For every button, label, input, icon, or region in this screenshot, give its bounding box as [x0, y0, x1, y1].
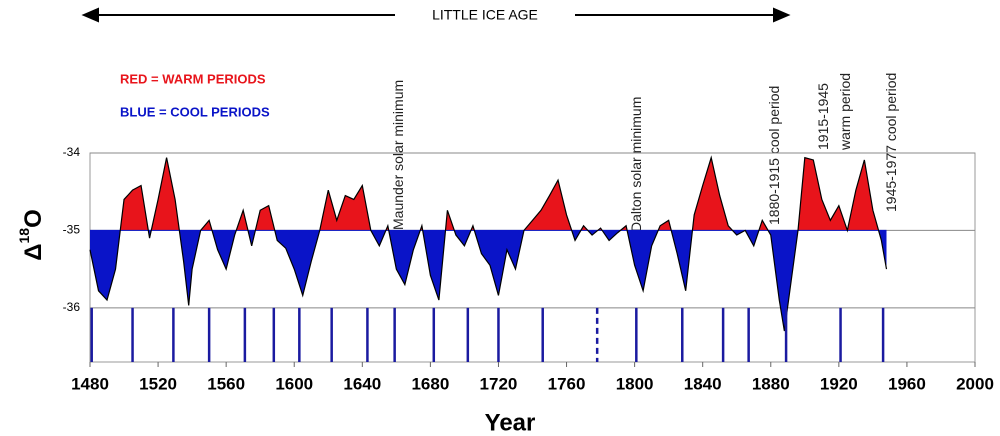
annotation: Dalton solar minimum: [628, 97, 644, 232]
annotation: 1915-1945: [815, 83, 831, 150]
x-tick-label: 1800: [616, 374, 654, 393]
annotation: 1945-1977 cool period: [883, 73, 899, 212]
y-tick-label: -35: [63, 223, 81, 237]
annotation: Maunder solar minimum: [390, 80, 406, 230]
x-tick-label: 1640: [343, 374, 381, 393]
y-tick-label: -36: [63, 300, 81, 314]
x-tick-label: 1680: [411, 374, 449, 393]
x-axis-label: Year: [485, 409, 536, 436]
annotation: warm period: [837, 73, 853, 151]
x-tick-label: 1520: [139, 374, 177, 393]
x-tick-label: 1960: [888, 374, 926, 393]
legend-text: BLUE = COOL PERIODS: [120, 104, 270, 119]
x-tick-label: 1840: [684, 374, 722, 393]
y-label-part: O: [20, 209, 47, 228]
y-axis-label: Δ18O: [16, 209, 48, 261]
x-tick-label: 2000: [956, 374, 994, 393]
x-tick-label: 1600: [275, 374, 313, 393]
top-label: LITTLE ICE AGE: [432, 7, 538, 23]
x-tick-label: 1920: [820, 374, 858, 393]
x-tick-label: 1560: [207, 374, 245, 393]
y-tick-label: -34: [63, 145, 81, 159]
warm-area: [90, 157, 887, 231]
annotation: 1880-1915 cool period: [766, 86, 782, 225]
y-label-part: Δ: [20, 244, 47, 261]
x-tick-label: 1760: [548, 374, 586, 393]
series-line: [89, 155, 888, 332]
x-tick-label: 1480: [71, 374, 109, 393]
x-tick-label: 1880: [752, 374, 790, 393]
legend-text: RED = WARM PERIODS: [120, 71, 266, 86]
y-label-part: 18: [16, 228, 32, 244]
x-tick-label: 1720: [480, 374, 518, 393]
top-arrow: [81, 7, 791, 23]
